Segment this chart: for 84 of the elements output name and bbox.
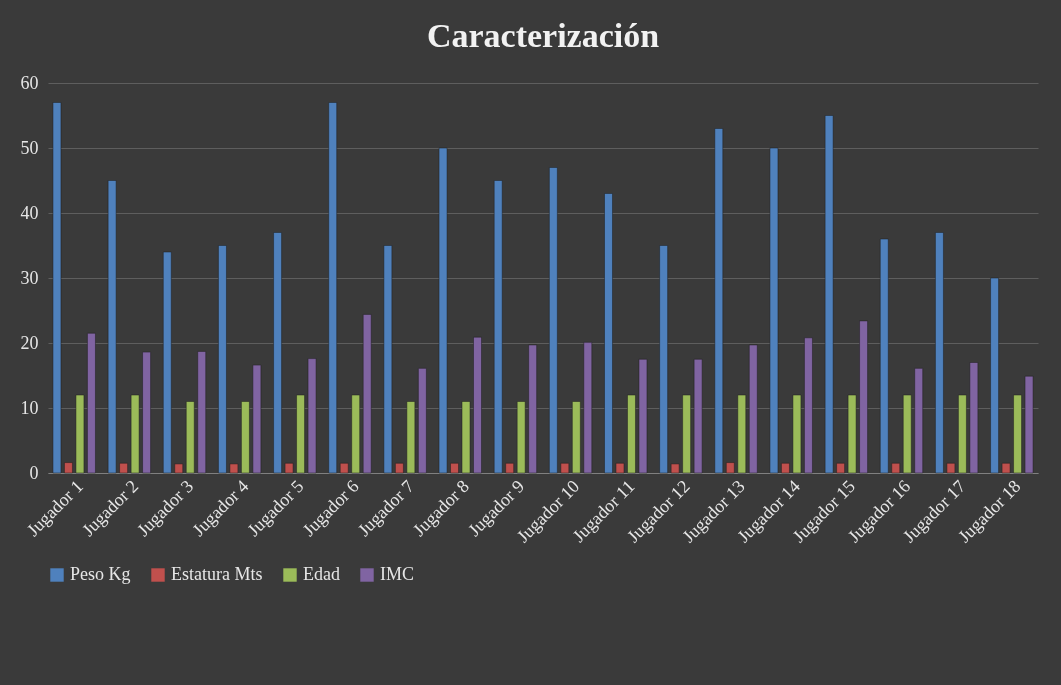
bar xyxy=(119,463,128,474)
bar xyxy=(339,463,349,474)
bar xyxy=(418,368,427,474)
bar xyxy=(560,463,570,474)
bar xyxy=(406,401,416,474)
bar xyxy=(142,351,151,474)
bar xyxy=(252,364,262,474)
bar xyxy=(604,193,613,474)
bar xyxy=(804,337,813,474)
bar xyxy=(163,251,172,474)
bar xyxy=(362,314,372,474)
y-tick-label: 60 xyxy=(20,72,39,93)
bar xyxy=(737,394,747,474)
bar xyxy=(627,394,636,474)
bar xyxy=(64,462,73,474)
bar xyxy=(549,167,558,474)
bar xyxy=(638,359,648,474)
bar xyxy=(107,180,117,474)
y-tick-label: 0 xyxy=(29,462,39,483)
bar xyxy=(990,277,999,474)
bar xyxy=(383,245,393,474)
bar xyxy=(880,238,889,474)
bar xyxy=(847,394,857,474)
bar xyxy=(615,463,625,474)
bar xyxy=(395,463,404,474)
bar xyxy=(75,394,85,474)
bar xyxy=(1001,463,1011,474)
y-tick-label: 10 xyxy=(20,397,39,418)
y-tick-label: 40 xyxy=(20,202,39,223)
bar xyxy=(296,394,305,474)
bar xyxy=(461,401,471,474)
bar xyxy=(197,351,206,474)
y-tick-label: 20 xyxy=(20,332,39,353)
bar xyxy=(229,463,239,474)
bar xyxy=(726,462,735,474)
bar xyxy=(682,394,691,474)
bar xyxy=(969,362,979,474)
bar xyxy=(284,463,294,474)
bar xyxy=(769,147,779,474)
bar xyxy=(493,180,503,474)
bar xyxy=(859,320,868,474)
bar xyxy=(528,344,537,474)
bar xyxy=(935,232,944,474)
bar xyxy=(824,115,834,474)
bar xyxy=(836,463,845,474)
legend-label: IMC xyxy=(380,564,415,584)
bar xyxy=(714,128,724,474)
bar xyxy=(946,463,956,474)
y-tick-label: 50 xyxy=(20,137,39,158)
bar xyxy=(473,336,482,474)
bar xyxy=(792,394,802,474)
bar xyxy=(958,394,967,474)
bar xyxy=(87,333,96,474)
bar xyxy=(218,245,227,474)
bar xyxy=(328,102,337,474)
legend-label: Edad xyxy=(303,564,340,584)
bar xyxy=(781,463,790,474)
bar xyxy=(693,359,703,474)
y-tick-label: 30 xyxy=(20,267,39,288)
bar xyxy=(1024,375,1034,474)
bar xyxy=(659,245,668,474)
bar xyxy=(670,463,680,474)
legend-label: Estatura Mts xyxy=(171,564,263,584)
chart-title: Caracterización xyxy=(426,17,660,54)
bar xyxy=(1013,394,1022,474)
bar xyxy=(241,401,250,474)
bar xyxy=(572,401,581,474)
bar xyxy=(186,401,195,474)
bar xyxy=(516,401,526,474)
bar xyxy=(130,394,140,474)
bar xyxy=(505,463,514,474)
bar xyxy=(438,147,448,474)
bar xyxy=(902,394,912,474)
bar xyxy=(307,358,317,474)
bar xyxy=(891,463,900,474)
bar xyxy=(914,368,923,474)
bar xyxy=(351,394,360,474)
bar xyxy=(583,342,593,474)
bar xyxy=(273,232,282,474)
bar xyxy=(52,102,62,474)
bar xyxy=(749,344,758,474)
legend-label: Peso Kg xyxy=(70,564,131,584)
bar xyxy=(174,463,184,474)
bar xyxy=(450,463,459,474)
